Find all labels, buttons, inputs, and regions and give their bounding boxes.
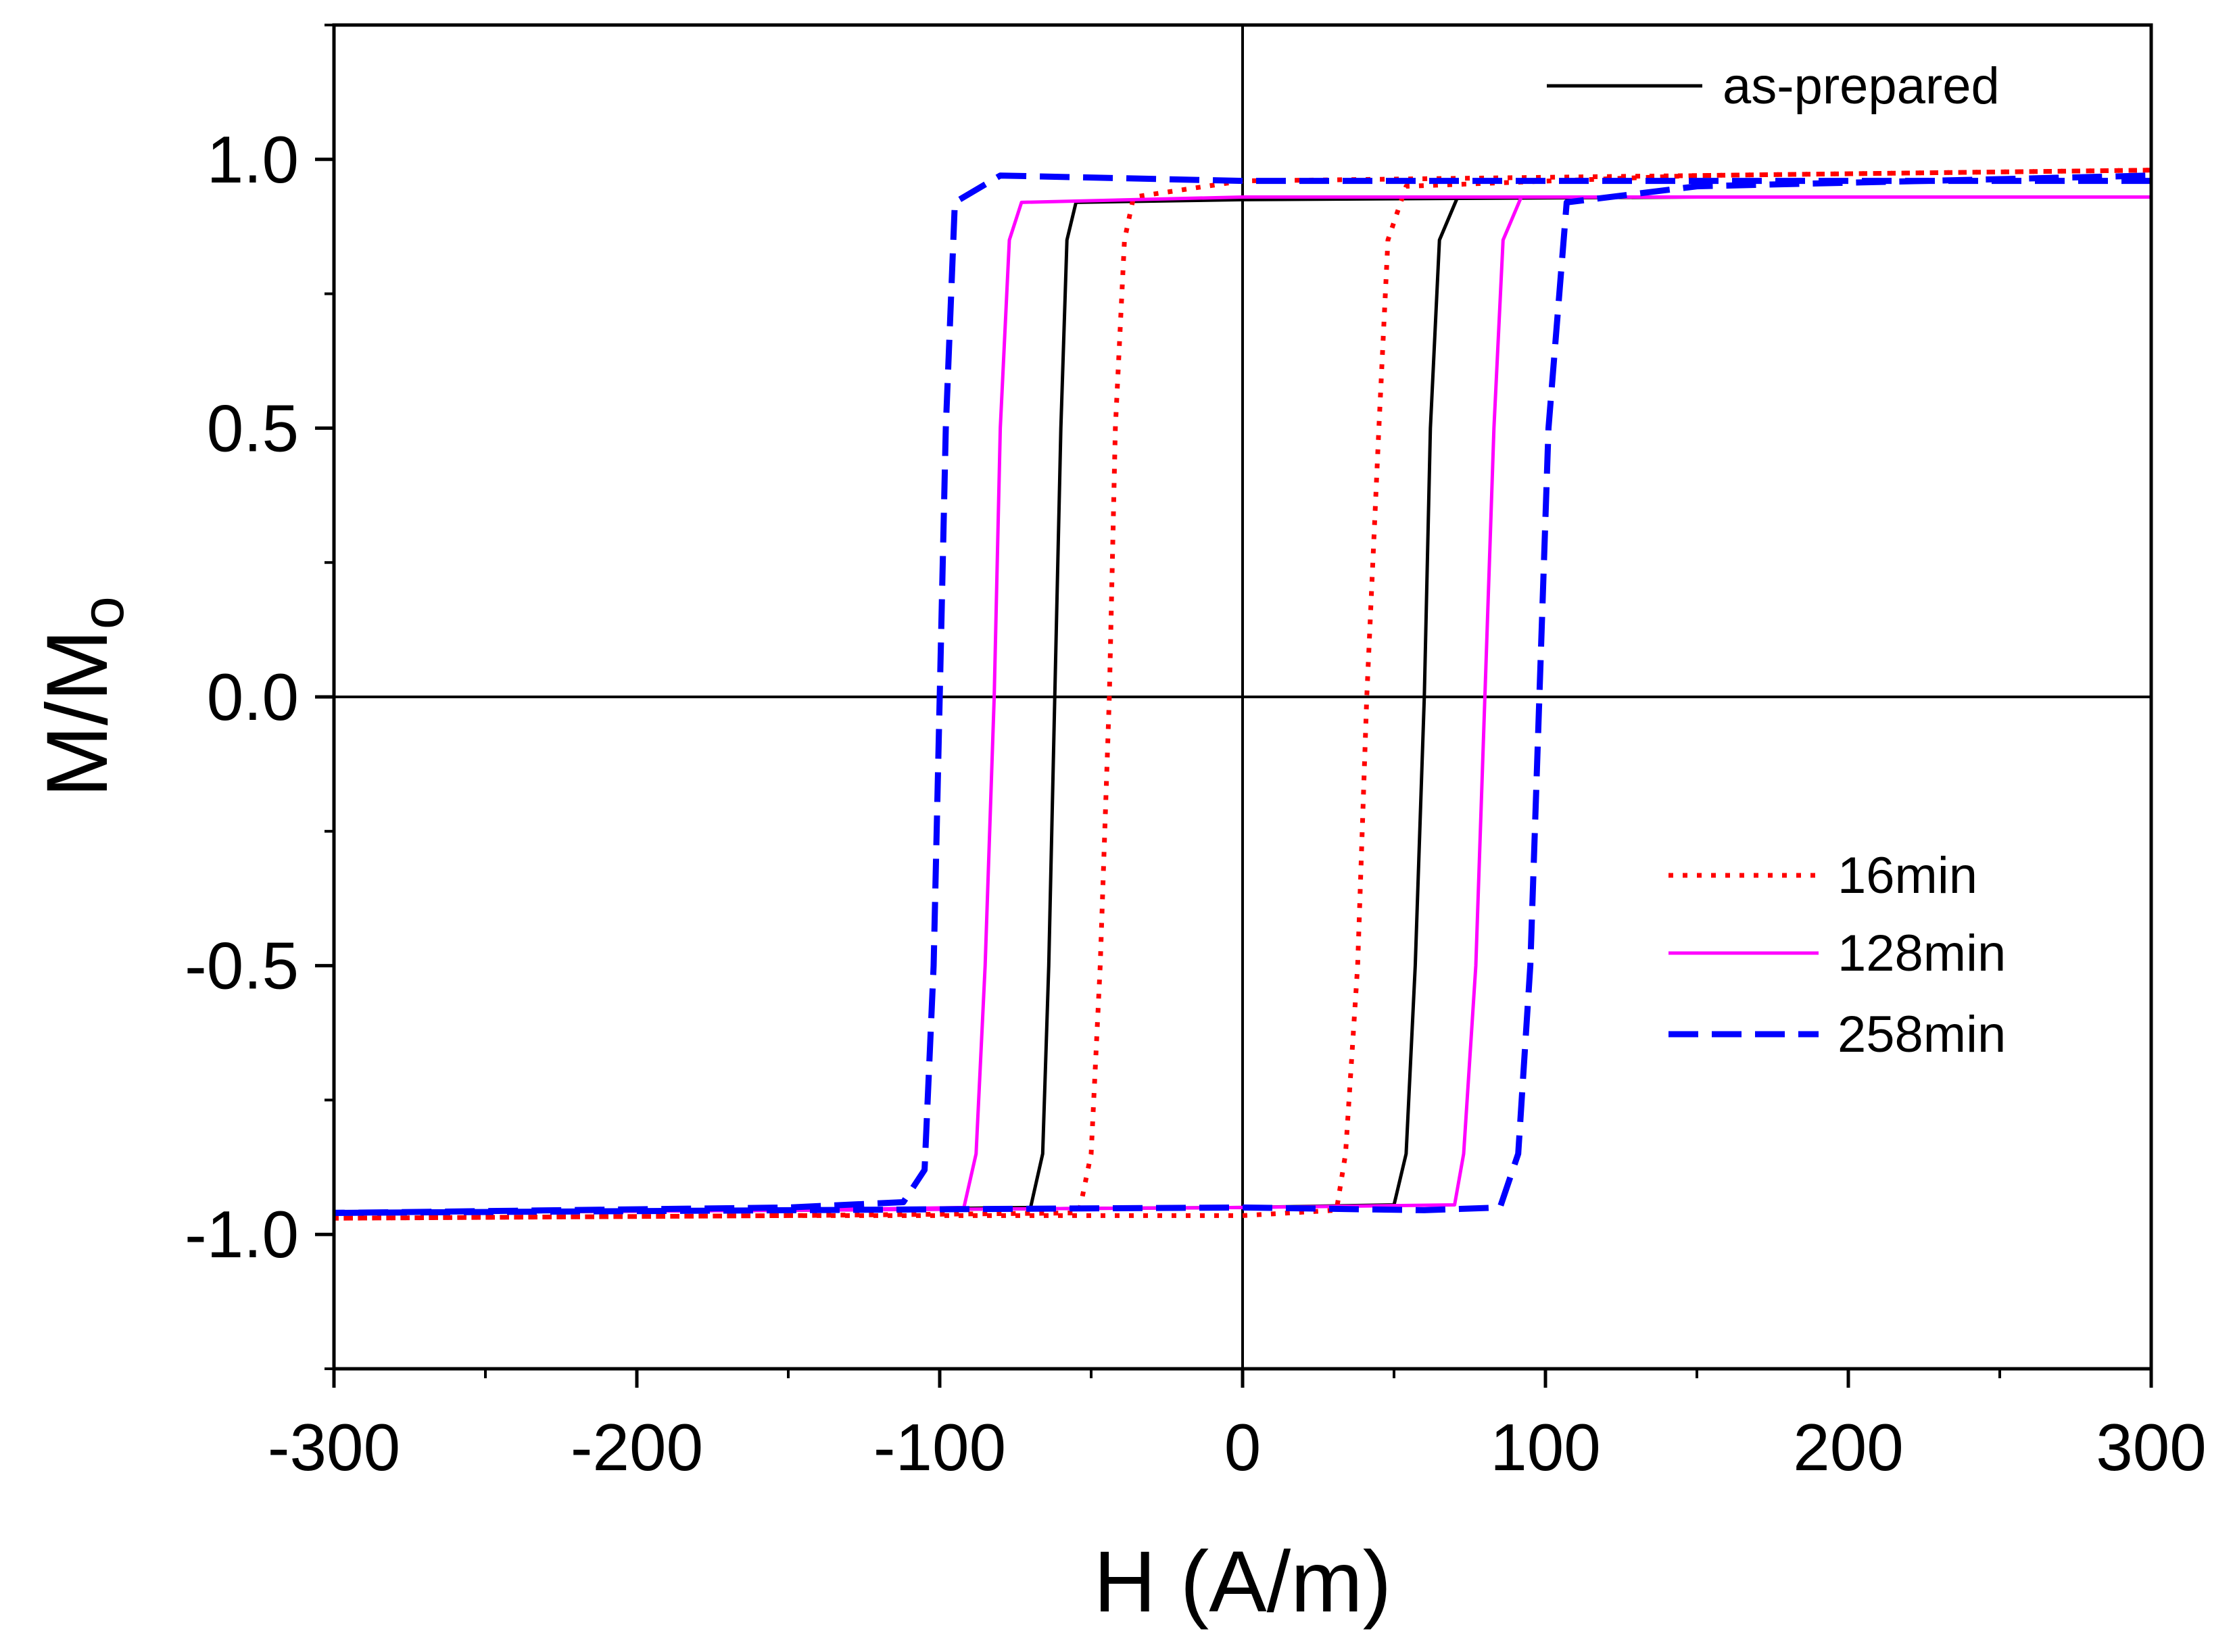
x-tick-label: 0 [1224, 1410, 1262, 1484]
y-axis-ticks: -1.0 -0.5 0.0 0.5 1.0 [185, 24, 334, 1370]
series-line-ascending [333, 172, 2152, 1216]
series-layer [333, 168, 2152, 1221]
x-tick-label: 300 [2096, 1410, 2207, 1484]
y-axis-title-main: M/M [29, 629, 126, 798]
legend-label: as-prepared [1723, 57, 2000, 115]
x-tick-label: -100 [873, 1410, 1006, 1484]
y-tick-label: -1.0 [185, 1197, 299, 1271]
legend-label: 16min [1838, 847, 1977, 904]
legend-item: 258min [1668, 1006, 2006, 1063]
x-tick-label: 200 [1793, 1410, 1904, 1484]
y-tick-label: -0.5 [185, 929, 299, 1003]
series-258min [333, 172, 2152, 1216]
legend-item: as-prepared [1547, 57, 2000, 115]
x-tick-label: 100 [1490, 1410, 1601, 1484]
x-tick-label: -200 [571, 1410, 703, 1484]
x-axis-ticks: -300 -200 -100 0 100 200 300 [268, 1369, 2207, 1484]
y-axis-title-subscript: o [69, 596, 136, 629]
x-tick-label: -300 [268, 1410, 400, 1484]
series-line-descending [333, 172, 2151, 1216]
legend-item: 128min [1668, 925, 2006, 982]
y-tick-label: 0.0 [207, 660, 299, 734]
x-axis-title: H (A/m) [1094, 1534, 1392, 1630]
legend-item: 16min [1668, 847, 1977, 904]
legend-label: 258min [1838, 1006, 2006, 1063]
y-axis-title: M/Mo [29, 596, 136, 798]
zero-lines [334, 25, 2151, 1369]
y-tick-label: 1.0 [207, 122, 299, 197]
y-tick-label: 0.5 [207, 391, 299, 465]
legend-label: 128min [1838, 925, 2006, 982]
legend: as-prepared 16min 128min 258min [1547, 57, 2006, 1063]
